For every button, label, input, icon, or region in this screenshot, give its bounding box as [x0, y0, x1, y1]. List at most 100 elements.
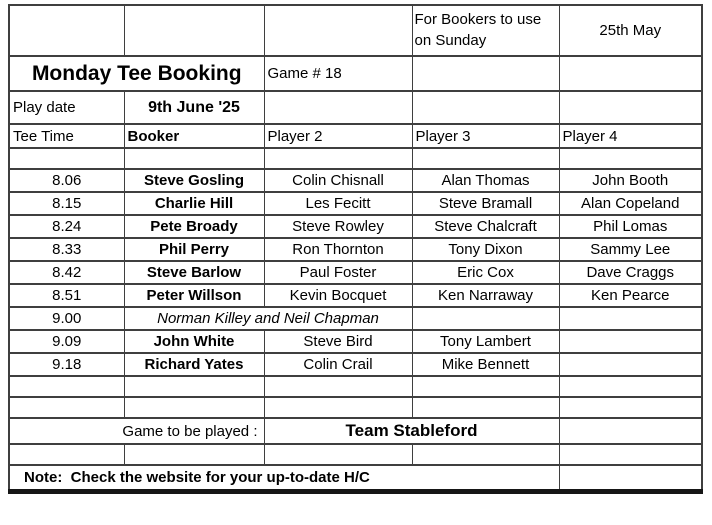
player-cell: Kevin Bocquet: [263, 283, 413, 308]
empty-cell: [558, 55, 703, 92]
empty-cell: [411, 90, 560, 125]
booker-cell: John White: [123, 329, 265, 354]
player-cell: Ron Thornton: [263, 237, 413, 262]
player-cell: Alan Thomas: [411, 168, 560, 193]
player-cell: Les Fecitt: [263, 191, 413, 216]
tee-time-cell: 8.15: [8, 191, 125, 216]
player-cell: Steve Chalcraft: [411, 214, 560, 239]
empty-cell: [263, 396, 413, 419]
tee-time-cell: 9.18: [8, 352, 125, 377]
empty-cell: [123, 396, 265, 419]
player-cell: John Booth: [558, 168, 703, 193]
player-cell: Colin Chisnall: [263, 168, 413, 193]
tee-time-cell: 8.42: [8, 260, 125, 285]
empty-cell: [411, 375, 560, 398]
empty-cell: [123, 375, 265, 398]
empty-cell: [263, 4, 413, 57]
booker-cell: Richard Yates: [123, 352, 265, 377]
table-row: 8.51 Peter Willson Kevin Bocquet Ken Nar…: [8, 283, 703, 308]
game-number: Game # 18: [263, 55, 413, 92]
empty-cell: [558, 147, 703, 170]
empty-cell: [411, 396, 560, 419]
title-row: Monday Tee Booking Game # 18: [8, 55, 703, 92]
tee-time-cell: 8.06: [8, 168, 125, 193]
top-info-row: For Bookers to use on Sunday 25th May: [8, 4, 703, 57]
tee-booking-sheet: For Bookers to use on Sunday 25th May Mo…: [8, 4, 703, 494]
empty-cell: [558, 464, 703, 493]
sunday-date: 25th May: [558, 4, 703, 57]
game-to-be-played-label: Game to be played :: [8, 417, 265, 445]
player-cell: Eric Cox: [411, 260, 560, 285]
booker-cell: Pete Broady: [123, 214, 265, 239]
spacer-row: [8, 396, 703, 419]
booker-cell: Steve Barlow: [123, 260, 265, 285]
table-row: 8.33 Phil Perry Ron Thornton Tony Dixon …: [8, 237, 703, 262]
column-header-player2: Player 2: [263, 123, 413, 149]
play-date-label: Play date: [8, 90, 125, 125]
empty-cell: [8, 4, 125, 57]
player-cell: [558, 306, 703, 331]
player-cell: Steve Rowley: [263, 214, 413, 239]
page-title: Monday Tee Booking: [8, 55, 265, 92]
tee-time-cell: 8.33: [8, 237, 125, 262]
empty-cell: [8, 443, 125, 466]
column-header-player3: Player 3: [411, 123, 560, 149]
play-date-value: 9th June '25: [123, 90, 265, 125]
player-cell: Steve Bird: [263, 329, 413, 354]
table-row: 8.42 Steve Barlow Paul Foster Eric Cox D…: [8, 260, 703, 285]
column-header-booker: Booker: [123, 123, 265, 149]
player-cell: [411, 306, 560, 331]
table-row: 9.09 John White Steve Bird Tony Lambert: [8, 329, 703, 354]
column-header-tee-time: Tee Time: [8, 123, 125, 149]
empty-cell: [123, 443, 265, 466]
empty-cell: [558, 375, 703, 398]
table-row: 9.18 Richard Yates Colin Crail Mike Benn…: [8, 352, 703, 377]
player-cell: Sammy Lee: [558, 237, 703, 262]
column-header-row: Tee Time Booker Player 2 Player 3 Player…: [8, 123, 703, 149]
empty-cell: [263, 375, 413, 398]
table-row: 9.00 Norman Killey and Neil Chapman: [8, 306, 703, 331]
empty-cell: [558, 396, 703, 419]
play-date-row: Play date 9th June '25: [8, 90, 703, 125]
table-row: 8.15 Charlie Hill Les Fecitt Steve Brama…: [8, 191, 703, 216]
empty-cell: [8, 396, 125, 419]
column-header-player4: Player 4: [558, 123, 703, 149]
player-cell: Tony Dixon: [411, 237, 560, 262]
tee-time-cell: 9.09: [8, 329, 125, 354]
empty-cell: [411, 55, 560, 92]
game-row: Game to be played : Team Stableford: [8, 417, 703, 445]
booker-cell: Peter Willson: [123, 283, 265, 308]
empty-cell: [263, 443, 413, 466]
empty-cell: [411, 147, 560, 170]
table-row: 8.24 Pete Broady Steve Rowley Steve Chal…: [8, 214, 703, 239]
empty-cell: [8, 375, 125, 398]
sunday-note: For Bookers to use on Sunday: [411, 4, 560, 57]
spacer-row: [8, 375, 703, 398]
player-cell: Tony Lambert: [411, 329, 560, 354]
player-cell: [558, 352, 703, 377]
empty-cell: [123, 4, 265, 57]
player-cell: Alan Copeland: [558, 191, 703, 216]
booker-cell: Phil Perry: [123, 237, 265, 262]
table-row: 8.06 Steve Gosling Colin Chisnall Alan T…: [8, 168, 703, 193]
merged-players-cell: Norman Killey and Neil Chapman: [123, 306, 413, 331]
player-cell: Ken Pearce: [558, 283, 703, 308]
empty-cell: [123, 147, 265, 170]
tee-time-cell: 9.00: [8, 306, 125, 331]
player-cell: [558, 329, 703, 354]
tee-time-cell: 8.24: [8, 214, 125, 239]
player-cell: Paul Foster: [263, 260, 413, 285]
player-cell: Steve Bramall: [411, 191, 560, 216]
game-to-be-played-value: Team Stableford: [263, 417, 560, 445]
spacer-row: [8, 147, 703, 170]
tee-time-cell: 8.51: [8, 283, 125, 308]
spacer-row: [8, 443, 703, 466]
player-cell: Phil Lomas: [558, 214, 703, 239]
empty-cell: [558, 443, 703, 466]
empty-cell: [263, 147, 413, 170]
empty-cell: [263, 90, 413, 125]
booker-cell: Charlie Hill: [123, 191, 265, 216]
empty-cell: [8, 147, 125, 170]
player-cell: Mike Bennett: [411, 352, 560, 377]
empty-cell: [558, 90, 703, 125]
